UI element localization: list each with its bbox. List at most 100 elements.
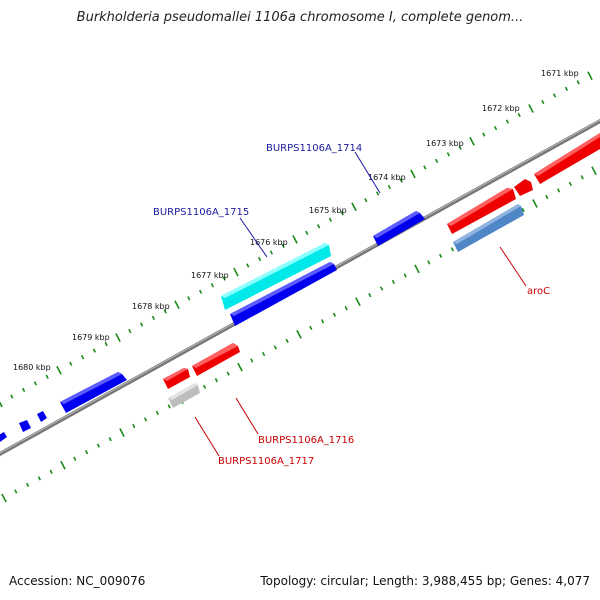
gene-reverse-right-3[interactable] xyxy=(534,133,600,184)
major-tick xyxy=(355,297,361,307)
minor-tick xyxy=(222,276,226,281)
gene-forward-left-1[interactable] xyxy=(0,432,7,442)
minor-tick xyxy=(132,423,136,429)
minor-tick xyxy=(128,328,132,334)
leader-burps1106a-1715 xyxy=(239,217,268,258)
gene-burps1106a-1715-highlight[interactable] xyxy=(221,243,331,310)
major-tick xyxy=(174,300,180,310)
minor-tick xyxy=(482,132,486,137)
scale-label-1680: 1680 kbp xyxy=(13,363,51,372)
minor-tick xyxy=(517,112,521,118)
label-burps1106a-1714[interactable]: BURPS1106A_1714 xyxy=(266,143,362,154)
minor-tick xyxy=(541,99,545,105)
leader-burps1106a-1717 xyxy=(194,416,220,457)
minor-tick xyxy=(316,224,321,229)
minor-tick xyxy=(96,443,101,448)
minor-tick xyxy=(340,211,344,216)
minor-tick xyxy=(285,338,289,344)
minor-tick xyxy=(69,361,73,366)
gene-aroC[interactable] xyxy=(453,204,524,252)
major-tick xyxy=(119,428,125,437)
minor-tick xyxy=(328,217,333,222)
minor-tick xyxy=(281,243,285,249)
scale-label-1678: 1678 kbp xyxy=(132,302,170,311)
scale-label-1671: 1671 kbp xyxy=(541,69,579,78)
major-tick xyxy=(60,460,66,470)
minor-tick xyxy=(568,181,573,186)
minor-tick xyxy=(155,410,160,416)
minor-tick xyxy=(257,256,262,262)
minor-tick xyxy=(187,296,191,301)
gene-burps1106a-1717[interactable] xyxy=(163,368,190,389)
leader-burps1106a-1714 xyxy=(354,151,381,194)
minor-tick xyxy=(399,178,403,183)
minor-tick xyxy=(403,273,407,278)
minor-tick xyxy=(427,260,431,265)
minor-tick xyxy=(139,322,144,327)
minor-tick xyxy=(521,207,525,213)
scale-label-1672: 1672 kbp xyxy=(482,104,520,113)
minor-tick xyxy=(226,371,230,376)
label-aroC[interactable]: aroC xyxy=(527,286,550,297)
minor-tick xyxy=(505,119,510,124)
minor-tick xyxy=(450,247,455,252)
gene-burps1106a-1714[interactable] xyxy=(373,211,425,246)
gene-forward-left-3[interactable] xyxy=(37,411,47,422)
minor-tick xyxy=(104,341,108,347)
major-tick xyxy=(0,401,3,408)
minor-tick xyxy=(108,436,112,442)
major-tick xyxy=(528,104,534,113)
minor-tick xyxy=(458,145,462,150)
major-tick xyxy=(532,199,538,208)
minor-tick xyxy=(332,312,337,317)
minor-tick xyxy=(143,417,148,422)
minor-tick xyxy=(151,315,156,321)
label-burps1106a-1716[interactable]: BURPS1106A_1716 xyxy=(258,435,354,446)
minor-tick xyxy=(576,80,580,85)
minor-tick xyxy=(493,125,498,131)
minor-tick xyxy=(214,378,219,383)
minor-tick xyxy=(45,374,49,379)
major-tick xyxy=(237,362,243,372)
gene-burps1106a-1716[interactable] xyxy=(192,343,240,376)
minor-tick xyxy=(368,292,372,298)
gene-reverse-right-2[interactable] xyxy=(514,179,533,196)
accession-text: Accession: NC_009076 xyxy=(9,574,146,588)
minor-tick xyxy=(163,309,167,314)
minor-tick xyxy=(250,358,254,363)
scale-label-1673: 1673 kbp xyxy=(426,139,464,148)
major-tick xyxy=(414,264,420,274)
minor-tick xyxy=(33,381,38,386)
scale-label-1674: 1674 kbp xyxy=(368,173,406,182)
minor-tick xyxy=(21,387,26,393)
minor-tick xyxy=(49,469,53,474)
minor-tick xyxy=(80,355,85,360)
minor-tick xyxy=(375,191,380,196)
gene-burps1106a-1715-forward[interactable] xyxy=(230,262,337,326)
minor-tick xyxy=(564,86,569,91)
major-tick xyxy=(351,202,357,212)
leader-burps1106a-1716 xyxy=(235,397,259,435)
minor-tick xyxy=(269,250,274,255)
minor-tick xyxy=(434,158,439,163)
minor-tick xyxy=(379,286,384,291)
label-burps1106a-1717[interactable]: BURPS1106A_1717 xyxy=(218,456,314,467)
gene-forward-left-2[interactable] xyxy=(19,420,31,432)
scale-label-1677: 1677 kbp xyxy=(191,271,229,280)
scale-label-1676: 1676 kbp xyxy=(250,238,288,247)
gene-pseudogene-grey[interactable] xyxy=(168,383,200,408)
minor-tick xyxy=(446,152,451,157)
minor-tick xyxy=(364,197,368,203)
map-title: Burkholderia pseudomallei 1106a chromoso… xyxy=(76,10,524,25)
gene-reverse-right-1[interactable] xyxy=(447,188,516,234)
minor-tick xyxy=(210,283,215,288)
label-burps1106a-1715[interactable]: BURPS1106A_1715 xyxy=(153,207,249,218)
minor-tick xyxy=(202,384,207,389)
gene-forward-left-4[interactable] xyxy=(60,372,127,413)
minor-tick xyxy=(423,165,427,170)
minor-tick xyxy=(10,394,14,399)
minor-tick xyxy=(344,306,348,311)
minor-tick xyxy=(73,456,77,461)
minor-tick xyxy=(391,279,396,285)
